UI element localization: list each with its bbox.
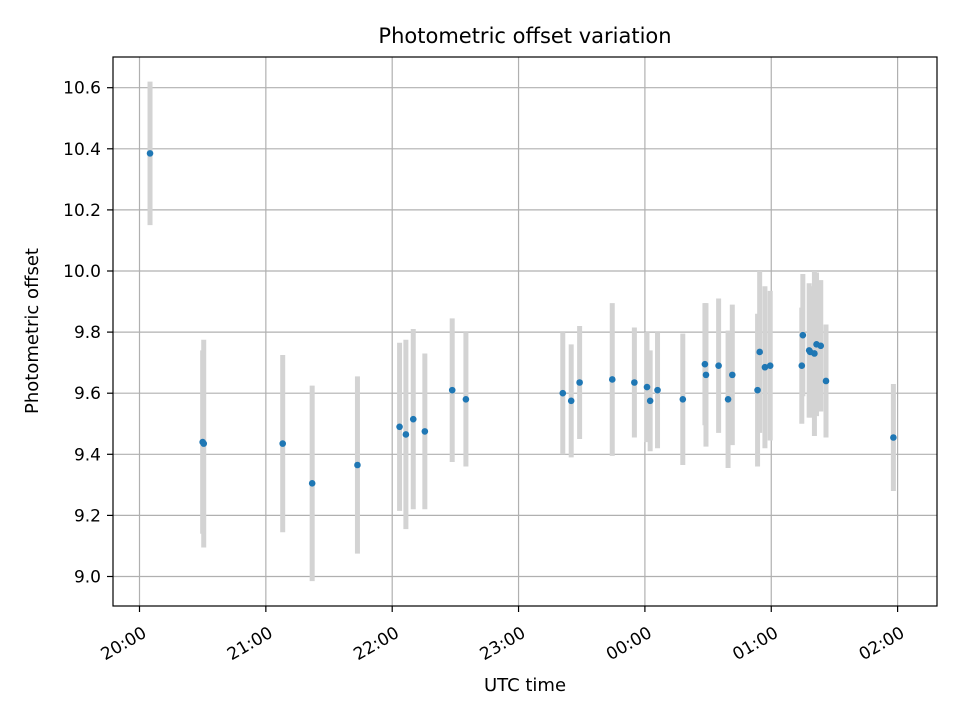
y-tick-label: 10.2 xyxy=(63,201,101,221)
data-point xyxy=(396,423,403,431)
data-point xyxy=(421,428,429,435)
data-point xyxy=(402,431,410,438)
y-axis-label: Photometric offset xyxy=(22,248,43,414)
data-point xyxy=(817,342,825,350)
data-point xyxy=(631,379,638,386)
data-point xyxy=(761,363,769,371)
data-point xyxy=(715,362,722,370)
y-tick-label: 9.0 xyxy=(74,568,101,588)
data-point xyxy=(702,371,710,379)
chart-title: Photometric offset variation xyxy=(378,24,671,48)
data-point xyxy=(354,461,361,469)
data-point xyxy=(448,386,456,394)
data-point xyxy=(654,386,661,394)
y-tick-label: 9.8 xyxy=(74,323,101,343)
y-tick-label: 10.4 xyxy=(63,140,101,160)
data-point xyxy=(643,383,651,391)
data-point xyxy=(200,440,208,447)
y-tick-label: 9.4 xyxy=(74,445,101,465)
data-points xyxy=(146,150,897,487)
data-point xyxy=(462,396,470,403)
data-point xyxy=(798,362,806,370)
data-point xyxy=(279,440,286,447)
y-tick-label: 9.2 xyxy=(74,506,101,526)
data-point xyxy=(308,480,316,487)
data-point xyxy=(409,415,417,423)
x-axis-label: UTC time xyxy=(484,675,566,696)
data-point xyxy=(608,376,616,383)
data-point xyxy=(728,371,736,379)
data-point xyxy=(646,397,654,405)
y-tick-label: 10.0 xyxy=(63,262,101,282)
data-point xyxy=(559,389,567,397)
data-point xyxy=(146,150,154,157)
data-point xyxy=(766,362,774,370)
y-axis: 9.0 9.2 9.4 9.6 9.8 10.0 10.2 10.4 10.6 xyxy=(63,79,113,588)
data-point xyxy=(822,377,830,385)
data-point xyxy=(576,379,583,386)
data-point xyxy=(890,434,897,441)
data-point xyxy=(567,397,575,405)
data-point xyxy=(799,331,807,339)
data-point xyxy=(679,396,687,403)
data-point xyxy=(701,360,709,368)
data-point xyxy=(724,396,732,403)
data-point xyxy=(756,348,763,356)
data-point xyxy=(811,350,818,357)
data-point xyxy=(754,386,761,394)
y-tick-label: 10.6 xyxy=(63,79,101,99)
y-tick-label: 9.6 xyxy=(74,384,101,404)
